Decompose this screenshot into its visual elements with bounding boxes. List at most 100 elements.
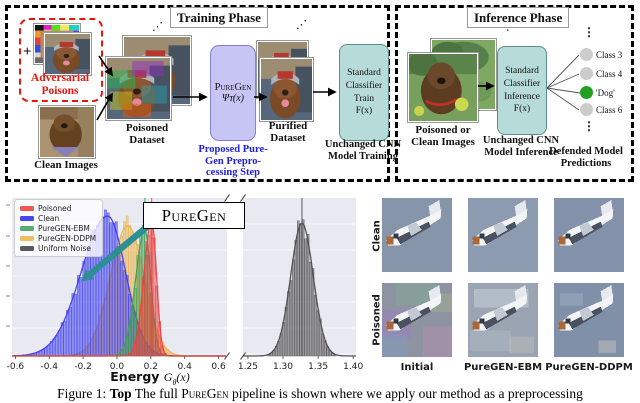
inference-input-label: Poisoned or Clean Images [411,124,475,149]
prediction-label: Class 4 [596,68,623,79]
chart-legend: Poisoned Clean PureGEN-EBM PureGEN-DDPM Unif… [14,199,104,257]
airplane-graphic [554,283,624,357]
caption-text: pipeline is shown where we apply our met… [228,386,583,401]
image-plane-poisoned-ddpm [554,283,624,357]
x-tick-label: 0.4 [178,362,193,372]
classifier-train-box: Standard Classifier Train F(x) [339,44,389,141]
legend-item: Clean [20,213,96,223]
prediction-class-4: Class 4 [580,67,622,80]
dog-node-icon [580,86,593,99]
classifier-train-text: Standard Classifier Train F(x) [345,67,383,117]
image-plane-poisoned-ebm [468,283,538,357]
training-phase-title: Training Phase [170,7,268,28]
classifier-inference-text: Standard Classifier Inference F(x) [503,65,541,115]
chart-title: PureGen [143,202,245,229]
airplane-graphic [468,283,538,357]
clean-images-label: Clean Images [34,159,98,171]
more-images-dots: ⋰ [296,19,307,31]
image-plane-clean-ddpm [554,198,624,272]
class-node-icon [580,103,593,116]
poisoned-dataset-label: Poisoned Dataset [125,122,169,147]
inference-dog-image [408,53,478,122]
airplane-graphic [554,198,624,272]
image-plane-clean-initial [382,198,452,272]
ellipsis-top: ⋮ [583,25,595,39]
caption-bold: Top [109,386,132,401]
image-plane-clean-ebm [468,198,538,272]
caption-text: The full [131,386,182,401]
x-tick-label: -0.2 [74,362,92,372]
airplane-graphic [468,198,538,272]
energy-histogram: -0.6 -0.4 -0.2 0.0 0.2 0.4 0.6 1.25 1.30 1.35 1.40 [6,194,363,372]
x-axis-label-word: Energy [110,369,160,384]
series-Uniform Noise [243,198,356,357]
plus-sign: + [23,44,32,60]
legend-item: Poisoned [20,203,96,213]
x-axis-label-sub: θ [172,378,177,388]
x-tick-label: -0.6 [7,362,25,372]
x-tick-label: 0.0 [110,362,125,372]
grid-row-label: Clean [371,220,383,252]
grid-col-label: Initial [400,362,434,373]
purification-examples-grid: Initial PureGEN-EBM PureGEN-DDPM Clean Poiso… [372,192,640,392]
series-Poisoned [12,198,226,357]
axis-break-mark [224,352,230,360]
more-images-dots: ⋰ [152,21,163,33]
legend-item: PureGEN-DDPM [20,233,96,243]
purified-dataset-front-image [260,58,313,121]
clean-dog-image [39,106,95,158]
class-node-icon [580,67,593,80]
prediction-label: 'Dog' [596,87,615,98]
prediction-label: Class 3 [596,49,623,60]
legend-item: Uniform Noise [20,243,96,253]
ellipsis-bottom: ⋮ [583,119,595,133]
axis-break-mark [240,194,246,202]
legend-swatch-icon [20,215,34,221]
x-tick-label: 0.2 [144,362,158,372]
shift-arrow [87,223,151,277]
classifier-train-caption: Unchanged CNN Model Training [324,139,402,162]
grid-col-label: PureGEN-DDPM [545,362,633,373]
classifier-inference-caption: Unchanged CNN Model Inference [482,135,560,158]
x-axis-label-tail: (x) [176,370,190,384]
x-tick-label: 0.6 [211,362,226,372]
legend-label: Poisoned [38,203,72,213]
class-node-icon [580,48,593,61]
x-tick-label: 1.40 [343,362,363,372]
x-axis-label: Energy Gθ(x) [88,368,212,387]
prediction-class-6: Class 6 [580,103,622,116]
inference-phase-title: Inference Phase [467,7,570,28]
legend-swatch-icon [20,205,34,211]
puregen-box-function: Ψᴛ(x) [222,93,244,104]
adversarial-poisons-label: Adversarial Poisons [30,72,90,97]
caption-smallcaps: PureGen [181,386,229,401]
legend-swatch-icon [20,225,34,231]
grid-col-label: PureGEN-EBM [463,362,543,373]
x-tick-label: 1.30 [273,362,293,372]
axis-break-mark [224,194,230,202]
airplane-graphic [382,283,452,357]
shift-arrow-head [81,269,94,282]
purified-dataset-label: Purified Dataset [268,120,308,145]
x-tick-label: 1.25 [238,362,258,372]
prediction-class-3: Class 3 [580,48,622,61]
x-axis-label-math: G [163,370,173,384]
legend-label: PureGEN-EBM [38,223,90,233]
poison-target-dog-image [44,33,91,75]
grid-row-label: Poisoned [371,294,383,346]
prediction-label: Class 6 [596,104,623,115]
legend-label: PureGEN-DDPM [38,233,97,243]
image-plane-poisoned-initial [382,283,452,357]
airplane-graphic [382,198,452,272]
legend-swatch-icon [20,235,34,241]
legend-item: PureGEN-EBM [20,223,96,233]
axis-break-mark [240,352,246,360]
caption-prefix: Figure 1: [57,386,110,401]
puregen-box-name: PureGen [214,82,252,93]
x-tick-label: -0.4 [40,362,58,372]
legend-swatch-icon [20,245,34,251]
legend-label: Uniform Noise [38,243,92,253]
puregen-step-label: Proposed Pure- Gen Prepro- cessing Step [198,144,268,179]
prediction-dog: 'Dog' [580,86,615,99]
